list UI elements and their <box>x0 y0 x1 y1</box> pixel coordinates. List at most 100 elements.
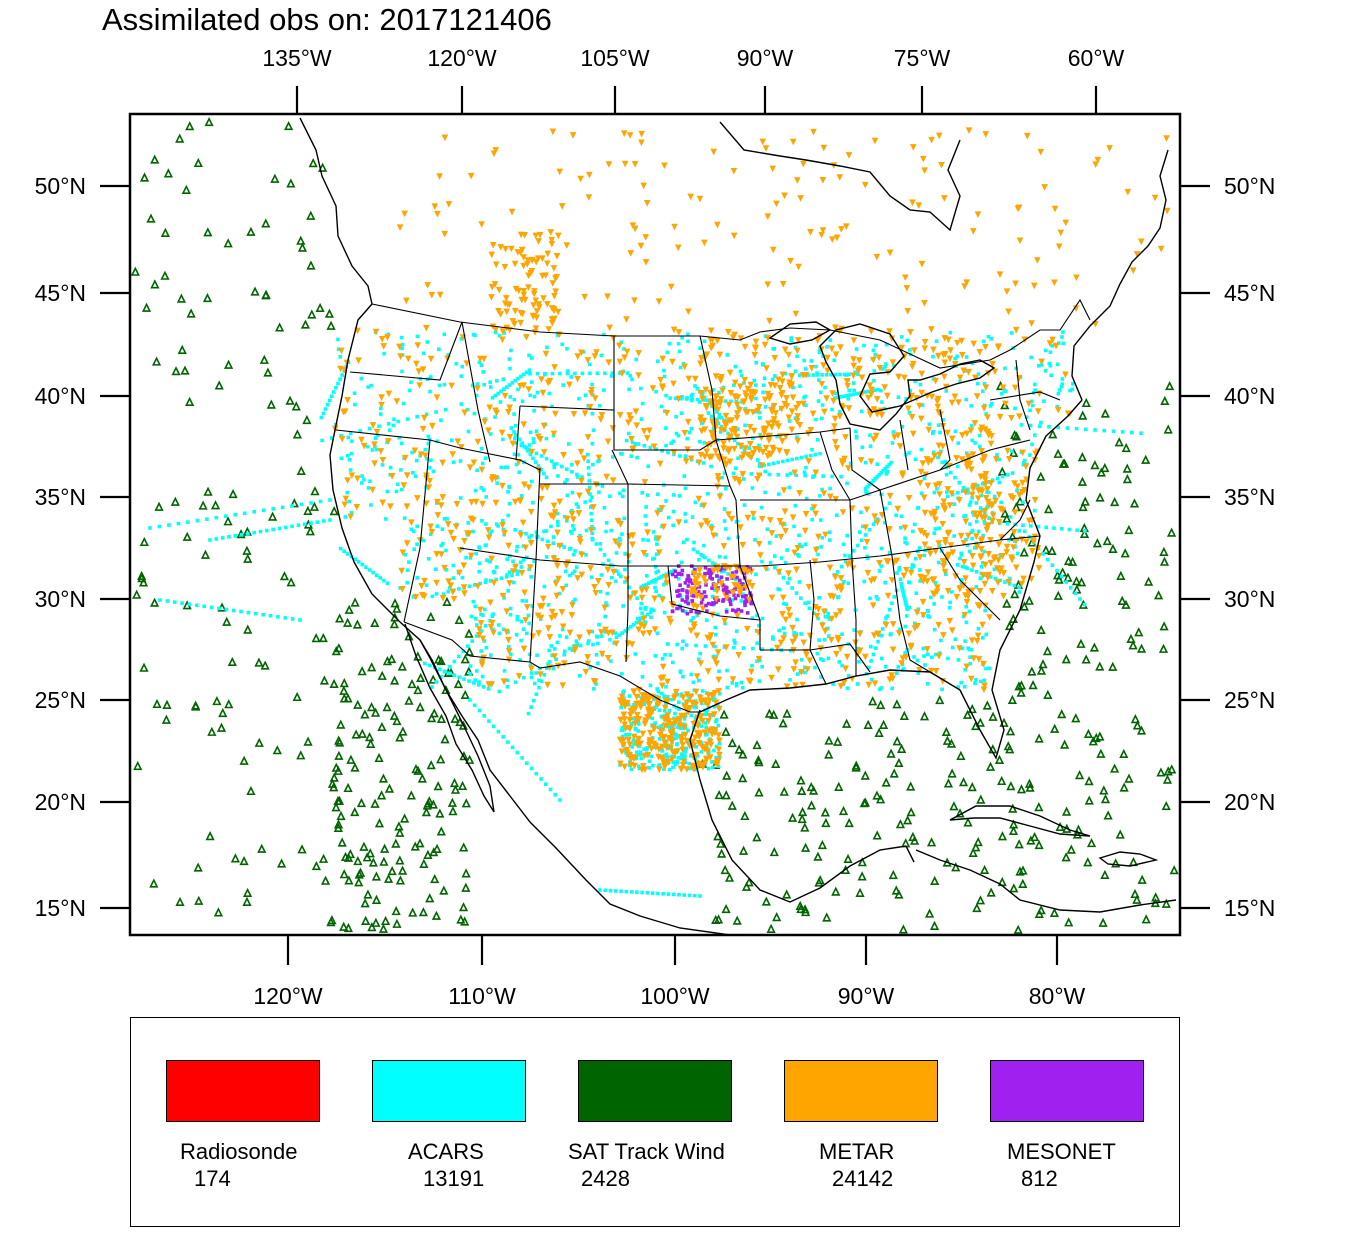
acars-marker <box>642 747 646 751</box>
metar-marker <box>980 660 987 668</box>
acars-track-marker <box>208 538 212 542</box>
metar-marker <box>751 351 759 359</box>
acars-marker <box>689 426 694 431</box>
metar-marker <box>635 350 642 357</box>
acars-marker <box>1007 576 1012 581</box>
acars-track-marker <box>565 371 570 376</box>
acars-marker <box>964 620 969 625</box>
acars-track-marker <box>386 422 391 426</box>
acars-marker <box>564 635 569 639</box>
metar-marker <box>697 414 705 421</box>
acars-marker <box>897 627 902 632</box>
acars-marker <box>840 632 844 636</box>
acars-track-marker <box>742 381 746 385</box>
acars-track-marker <box>1130 430 1134 435</box>
top-axis-label: 90°W <box>737 45 794 71</box>
metar-marker <box>739 471 747 478</box>
sat-track-wind-marker <box>1095 661 1105 671</box>
acars-marker <box>697 557 701 562</box>
metar-marker <box>685 375 693 383</box>
sat-track-wind-marker <box>139 172 150 182</box>
metar-marker <box>905 495 913 502</box>
acars-marker <box>705 732 709 736</box>
acars-marker <box>602 505 607 510</box>
acars-track-marker <box>666 450 670 455</box>
sat-track-wind-marker <box>461 798 471 808</box>
acars-marker <box>488 532 493 536</box>
acars-marker <box>674 414 678 419</box>
mesonet-marker <box>716 598 721 603</box>
metar-marker <box>679 741 686 749</box>
acars-marker <box>870 677 874 682</box>
acars-marker <box>947 605 952 610</box>
sat-track-wind-marker <box>395 732 405 742</box>
state-line-west-5 <box>459 547 760 567</box>
metar-marker <box>788 426 796 434</box>
acars-track-marker <box>634 620 639 625</box>
acars-marker <box>792 524 796 529</box>
metar-marker <box>831 574 839 581</box>
acars-marker <box>412 529 416 534</box>
acars-track-marker <box>588 371 592 376</box>
metar-marker <box>984 414 991 421</box>
legend-label-acars: ACARS <box>408 1139 484 1164</box>
acars-marker <box>921 646 926 651</box>
sat-track-wind-marker <box>394 821 404 831</box>
acars-marker <box>717 415 722 420</box>
acars-marker <box>873 353 878 357</box>
acars-marker <box>515 544 519 549</box>
acars-marker <box>828 486 832 491</box>
sat-track-wind-marker <box>291 401 301 411</box>
acars-marker <box>508 395 513 399</box>
metar-marker <box>982 131 990 138</box>
state-line-east-14 <box>989 391 1061 401</box>
metar-marker <box>546 634 554 641</box>
acars-marker <box>380 463 385 467</box>
acars-marker <box>968 661 973 666</box>
sat-track-wind-marker <box>1144 576 1154 586</box>
acars-marker <box>967 549 972 554</box>
acars-marker <box>574 565 579 569</box>
mesonet-marker <box>680 608 685 613</box>
metar-marker <box>1020 575 1027 583</box>
sat-track-wind-marker <box>289 498 299 508</box>
acars-track-marker <box>586 459 590 464</box>
acars-marker <box>473 604 478 609</box>
metar-marker <box>549 320 556 327</box>
sat-track-wind-marker <box>1004 620 1015 631</box>
acars-marker <box>999 500 1003 505</box>
acars-track-marker <box>859 538 864 543</box>
sat-track-wind-marker <box>1061 852 1071 862</box>
metar-marker <box>563 562 570 569</box>
acars-track-marker <box>520 756 524 760</box>
sat-track-wind-marker <box>1019 547 1029 557</box>
mesonet-marker <box>721 588 726 592</box>
acars-track-marker <box>318 499 323 504</box>
acars-marker <box>479 363 484 368</box>
metar-marker <box>668 756 676 763</box>
metar-marker <box>719 387 726 394</box>
metar-marker <box>438 551 445 558</box>
sat-track-wind-marker <box>1030 831 1040 842</box>
acars-marker <box>531 440 536 445</box>
acars-marker <box>720 475 724 480</box>
acars-track-marker <box>1065 426 1070 430</box>
metar-marker <box>992 497 999 505</box>
metar-marker <box>976 348 984 356</box>
sat-track-wind-marker <box>430 873 440 884</box>
sat-track-wind-marker <box>968 847 978 857</box>
acars-marker <box>636 729 641 733</box>
metar-marker <box>808 365 816 372</box>
acars-marker <box>347 457 352 462</box>
acars-marker <box>781 626 786 630</box>
mesonet-marker <box>744 593 748 598</box>
acars-track-marker <box>364 565 368 570</box>
acars-marker <box>644 553 649 557</box>
acars-marker <box>894 513 898 517</box>
metar-marker <box>793 347 801 355</box>
sat-track-wind-marker <box>868 696 878 706</box>
acars-marker <box>787 363 791 368</box>
sat-track-wind-marker <box>1108 661 1118 671</box>
acars-track-marker <box>467 584 472 589</box>
acars-marker <box>831 682 835 686</box>
